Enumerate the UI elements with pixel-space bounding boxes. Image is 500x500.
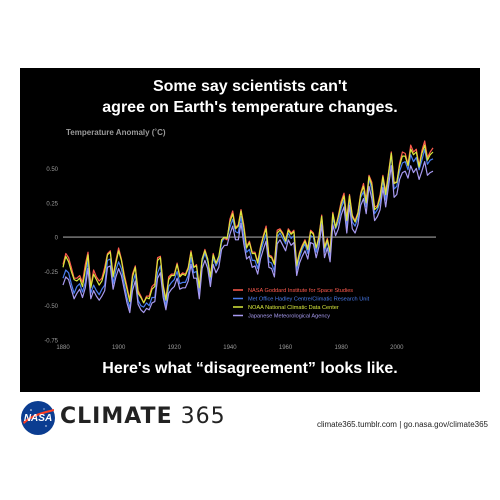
footer-links[interactable]: climate365.tumblr.com | go.nasa.gov/clim… xyxy=(316,420,488,429)
series-line xyxy=(62,144,434,304)
x-axis-ticks: 1880 1900 1920 1940 1960 1980 2000 xyxy=(56,345,404,351)
series-line xyxy=(62,148,434,309)
legend-entry: NOAA National Climatic Data Center xyxy=(248,305,339,311)
nasa-logo-icon: NASA xyxy=(21,401,55,435)
x-tick-label: 1880 xyxy=(56,345,70,351)
x-tick-label: 1900 xyxy=(112,345,126,351)
headline-line-1: Some say scientists can't xyxy=(152,78,348,95)
x-tick-label: 1920 xyxy=(168,345,182,351)
legend-entry: Met Office Hadley Centre/Climatic Resear… xyxy=(248,297,370,303)
y-axis-ticks: 0.50 0.25 0 -0.25 -0.50 -0.75 xyxy=(44,167,58,345)
temperature-anomaly-chart: Temperature Anomaly (˚C) 0.50 0.25 0 -0.25 -… xyxy=(44,128,436,351)
y-tick-label: -0.50 xyxy=(44,304,58,310)
series-line xyxy=(62,140,434,304)
headline-bottom: Here's what “disagreement” looks like. xyxy=(102,360,398,377)
y-tick-label: 0 xyxy=(55,236,59,242)
y-tick-label: 0.25 xyxy=(46,201,58,207)
y-tick-label: -0.75 xyxy=(44,339,58,345)
headline-line-2: agree on Earth's temperature changes. xyxy=(102,99,398,116)
legend: NASA Goddard Institute for Space Studies… xyxy=(233,288,370,320)
y-tick-label: -0.25 xyxy=(44,270,58,276)
x-tick-label: 1960 xyxy=(279,345,293,351)
legend-entry: NASA Goddard Institute for Space Studies xyxy=(248,288,353,294)
brand-bold: CLIMATE xyxy=(60,404,173,429)
chart-panel: Some say scientists can't agree on Earth… xyxy=(20,68,480,392)
x-tick-label: 1940 xyxy=(223,345,237,351)
climate-365-brand: CLIMATE 365 xyxy=(60,404,226,429)
legend-entry: Japanese Meteorological Agency xyxy=(248,314,330,320)
x-tick-label: 2000 xyxy=(390,345,404,351)
nasa-logo-text: NASA xyxy=(24,413,52,424)
y-axis-label: Temperature Anomaly (˚C) xyxy=(66,128,166,137)
brand-number: 365 xyxy=(180,404,226,429)
y-tick-label: 0.50 xyxy=(46,167,58,173)
x-tick-label: 1980 xyxy=(335,345,349,351)
series-lines xyxy=(62,140,434,314)
series-line xyxy=(62,160,434,314)
